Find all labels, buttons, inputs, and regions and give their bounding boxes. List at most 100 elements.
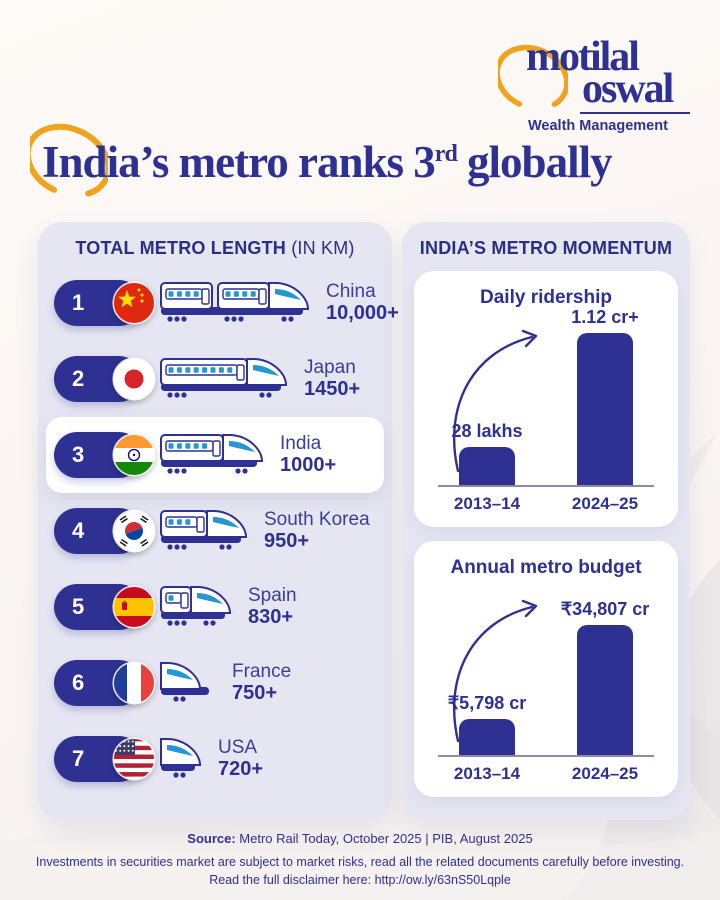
rank-badge: 5 xyxy=(54,584,156,630)
train-icon xyxy=(160,734,206,785)
bar-left xyxy=(459,719,515,755)
ranking-row: 6 France 750+ xyxy=(46,645,384,721)
x-axis-labels: 2013–14 2024–25 xyxy=(438,764,654,784)
bar-right xyxy=(577,625,633,755)
ranking-row: 1 China 10,000+ xyxy=(46,265,399,341)
country-flag-icon xyxy=(112,509,156,553)
rank-badge: 3 xyxy=(54,432,156,478)
rank-badge: 4 xyxy=(54,508,156,554)
source-text: Metro Rail Today, October 2025 | PIB, Au… xyxy=(235,831,533,846)
train-icon xyxy=(160,658,220,709)
ranking-row: 3 India 1000+ xyxy=(46,417,384,493)
bar-chart-card: Daily ridership 28 lakhs 1.12 cr+ 2013–1… xyxy=(414,271,678,527)
rank-number: 3 xyxy=(72,442,85,467)
bar-chart-card: Annual metro budget ₹5,798 cr ₹34,807 cr… xyxy=(414,541,678,797)
chart-plot: 28 lakhs 1.12 cr+ xyxy=(438,307,654,487)
bar-column-right: 1.12 cr+ xyxy=(559,307,651,485)
rank-labels: Spain 830+ xyxy=(248,585,297,630)
bar-column-left: ₹5,798 cr xyxy=(441,693,533,755)
rank-badge: 7 xyxy=(54,736,156,782)
title-text: India’s metro ranks 3 xyxy=(42,137,436,187)
country-name: France xyxy=(232,660,292,682)
ranking-row: 5 Spain 830+ xyxy=(46,569,384,645)
disclaimer-line2: Read the full disclaimer here: xyxy=(209,873,375,888)
country-name: Spain xyxy=(248,584,297,606)
bar-column-left: 28 lakhs xyxy=(441,421,533,485)
country-flag-icon xyxy=(112,737,156,781)
bar-right xyxy=(577,333,633,485)
rank-labels: Japan 1450+ xyxy=(304,357,360,402)
rank-badge: 1 xyxy=(54,280,156,326)
source-label: Source: xyxy=(187,831,236,846)
rank-labels: India 1000+ xyxy=(280,433,336,478)
disclaimer-link[interactable]: http://ow.ly/63nS50Lqple xyxy=(374,873,511,888)
train-icon xyxy=(160,506,252,557)
brand-name-top: motilal xyxy=(526,34,640,80)
bar-value-left: ₹5,798 cr xyxy=(447,693,527,713)
source-line: Source: Metro Rail Today, October 2025 |… xyxy=(0,831,720,846)
metro-length-value: 950+ xyxy=(264,530,310,553)
train-icon xyxy=(160,582,236,633)
brand-tagline: Wealth Management xyxy=(528,118,668,134)
metro-length-panel-title: TOTAL METRO LENGTH (IN KM) xyxy=(38,238,392,259)
country-flag-icon xyxy=(112,357,156,401)
page-title: India’s metro ranks 3rd globally xyxy=(42,126,682,198)
chart-title: Daily ridership xyxy=(480,287,612,308)
country-name: China xyxy=(326,280,376,302)
main-panels: TOTAL METRO LENGTH (IN KM) 1 China 10,00… xyxy=(38,222,690,820)
country-name: India xyxy=(280,432,322,454)
x-label-right: 2024–25 xyxy=(571,494,639,513)
country-name: South Korea xyxy=(264,508,370,530)
rank-labels: France 750+ xyxy=(232,661,291,706)
bar-value-left: 28 lakhs xyxy=(451,421,523,441)
brand-name-bottom: oswal xyxy=(582,66,674,112)
logo-ring-icon xyxy=(498,44,568,112)
country-name: USA xyxy=(218,736,258,758)
country-flag-icon xyxy=(112,281,156,325)
brand-underline xyxy=(580,112,690,114)
metro-length-title-unit: (IN KM) xyxy=(291,238,355,258)
rank-number: 1 xyxy=(72,290,85,315)
rank-labels: South Korea 950+ xyxy=(264,509,370,554)
metro-length-value: 10,000+ xyxy=(326,302,399,325)
rank-badge: 2 xyxy=(54,356,156,402)
x-axis-labels: 2013–14 2024–25 xyxy=(438,494,654,514)
train-icon xyxy=(160,430,268,481)
metro-length-value: 1000+ xyxy=(280,454,337,477)
bar-value-right: ₹34,807 cr xyxy=(560,599,650,619)
metro-length-value: 720+ xyxy=(218,758,264,781)
x-label-left: 2013–14 xyxy=(453,494,521,513)
metro-length-title-text: TOTAL METRO LENGTH xyxy=(75,238,286,258)
country-flag-icon xyxy=(112,433,156,477)
title-superscript: rd xyxy=(434,141,458,167)
metro-length-panel: TOTAL METRO LENGTH (IN KM) 1 China 10,00… xyxy=(38,222,399,820)
footer: Source: Metro Rail Today, October 2025 |… xyxy=(0,831,720,889)
title-text-end: globally xyxy=(456,137,613,187)
country-ranking-list: 1 China 10,000+ 2 Japan 1450+ xyxy=(38,265,399,797)
x-label-right: 2024–25 xyxy=(571,764,639,783)
rank-badge: 6 xyxy=(54,660,156,706)
disclaimer: Investments in securities market are sub… xyxy=(0,853,720,889)
metro-length-value: 830+ xyxy=(248,606,294,629)
country-flag-icon xyxy=(112,585,156,629)
chart-title: Annual metro budget xyxy=(450,557,642,578)
chart-plot: ₹5,798 cr ₹34,807 cr xyxy=(438,583,654,757)
bar-value-right: 1.12 cr+ xyxy=(571,307,639,327)
ranking-row: 2 Japan 1450+ xyxy=(46,341,384,417)
train-icon xyxy=(160,278,314,329)
brand-logo: motilal oswal Wealth Management xyxy=(498,34,692,134)
metro-length-value: 750+ xyxy=(232,682,278,705)
rank-number: 4 xyxy=(72,518,85,543)
country-name: Japan xyxy=(304,356,356,378)
disclaimer-line1: Investments in securities market are sub… xyxy=(35,855,685,869)
headline: India’s metro ranks 3rd globally xyxy=(30,123,682,206)
ranking-row: 4 South Korea 950+ xyxy=(46,493,384,569)
rank-labels: China 10,000+ xyxy=(326,281,399,326)
headline-ring-icon xyxy=(30,123,108,199)
ranking-row: 7 USA 720+ xyxy=(46,721,384,797)
metro-momentum-panel-title: INDIA’S METRO MOMENTUM xyxy=(419,238,673,258)
rank-labels: USA 720+ xyxy=(218,737,263,782)
momentum-charts: Daily ridership 28 lakhs 1.12 cr+ 2013–1… xyxy=(414,271,678,797)
metro-momentum-panel: INDIA’S METRO MOMENTUM Daily ridership 2… xyxy=(402,222,690,820)
